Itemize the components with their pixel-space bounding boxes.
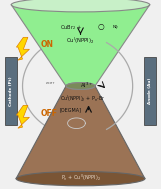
Text: $\varepsilon_{\mathsf{corr}}$: $\varepsilon_{\mathsf{corr}}$ xyxy=(45,80,55,87)
FancyBboxPatch shape xyxy=(144,57,156,125)
Text: ON: ON xyxy=(40,40,53,50)
Text: [OEGMA]: [OEGMA] xyxy=(60,108,82,112)
Ellipse shape xyxy=(16,171,145,186)
Polygon shape xyxy=(16,86,145,179)
Text: N$_{\!\!P\!y}$: N$_{\!\!P\!y}$ xyxy=(112,23,120,33)
Polygon shape xyxy=(16,37,29,60)
Ellipse shape xyxy=(66,83,95,89)
Polygon shape xyxy=(16,105,29,128)
Text: Cu$^{\mathsf{I}}$(NPPI)$_2$: Cu$^{\mathsf{I}}$(NPPI)$_2$ xyxy=(66,36,95,46)
Text: Cu$^{\mathsf{I}}$(NPPI)$_2$ + P$_n$-Br: Cu$^{\mathsf{I}}$(NPPI)$_2$ + P$_n$-Br xyxy=(60,94,106,104)
FancyBboxPatch shape xyxy=(5,57,17,125)
Text: Al$^{3+}$: Al$^{3+}$ xyxy=(80,81,93,90)
Text: Cathode (Pt): Cathode (Pt) xyxy=(9,76,13,105)
Polygon shape xyxy=(11,5,150,86)
Ellipse shape xyxy=(66,83,95,89)
Text: CuBr$_2$ +: CuBr$_2$ + xyxy=(60,23,82,32)
Text: $\mathsf{\bigcirc}$: $\mathsf{\bigcirc}$ xyxy=(97,22,106,32)
Ellipse shape xyxy=(11,0,150,12)
Text: P$_n$ + Cu$^{\mathsf{II}}$(NPPI)$_2$: P$_n$ + Cu$^{\mathsf{II}}$(NPPI)$_2$ xyxy=(61,173,100,183)
Text: OFF: OFF xyxy=(40,109,57,118)
Text: Anode (Au): Anode (Au) xyxy=(148,77,152,104)
